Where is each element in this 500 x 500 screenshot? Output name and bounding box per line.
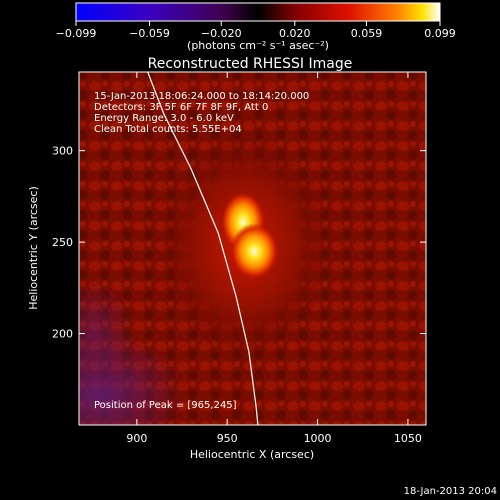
y-axis: 200 250 300	[52, 145, 426, 341]
colorbar-ticks: −0.099 −0.059 −0.020 0.020 0.059 0.099	[56, 21, 456, 40]
plot-frame	[78, 71, 427, 426]
colorbar-tick-label: −0.099	[56, 27, 97, 40]
colorbar-tick-label: −0.059	[129, 27, 170, 40]
colorbar-tick-label: 0.020	[279, 27, 311, 40]
x-tick-label: 1050	[394, 432, 422, 445]
colorbar-tick-label: 0.059	[351, 27, 383, 40]
colorbar-gradient	[75, 2, 441, 22]
y-axis-label: Heliocentric Y (arcsec)	[27, 186, 40, 310]
y-tick-label: 200	[52, 328, 73, 341]
x-tick-label: 900	[126, 432, 147, 445]
colorbar-unit-label: (photons cm⁻² s⁻¹ asec⁻²)	[187, 39, 329, 52]
y-tick-label: 300	[52, 145, 73, 158]
flare-source	[230, 223, 279, 280]
chart-title: Reconstructed RHESSI Image	[148, 56, 353, 72]
plot-area	[79, 72, 426, 425]
y-tick-label: 250	[52, 236, 73, 249]
colorbar-tick-label: −0.020	[201, 27, 242, 40]
x-axis: 900 950 1000 1050	[126, 72, 422, 445]
x-axis-label: Heliocentric X (arcsec)	[190, 448, 314, 461]
peak-position-text: Position of Peak = [965,245]	[94, 400, 237, 411]
footer-date: 18-Jan-2013 20:04	[404, 486, 497, 497]
purple-region-2	[79, 280, 135, 380]
energy-text: Energy Range: 3.0 - 6.0 keV	[94, 113, 234, 124]
solar-limb	[147, 72, 259, 425]
annotations: 15-Jan-2013 18:06:24.000 to 18:14:20.000…	[94, 91, 309, 411]
colorbar-tick-label: 0.099	[424, 27, 456, 40]
clean-counts-text: Clean Total counts: 5.55E+04	[94, 124, 242, 135]
x-tick-label: 1000	[304, 432, 332, 445]
time-range-text: 15-Jan-2013 18:06:24.000 to 18:14:20.000	[94, 91, 309, 102]
detectors-text: Detectors: 3F 5F 6F 7F 8F 9F, Att 0	[94, 102, 268, 113]
x-tick-label: 950	[217, 432, 238, 445]
colorbar: −0.099 −0.059 −0.020 0.020 0.059 0.099 (photo…	[56, 2, 456, 52]
